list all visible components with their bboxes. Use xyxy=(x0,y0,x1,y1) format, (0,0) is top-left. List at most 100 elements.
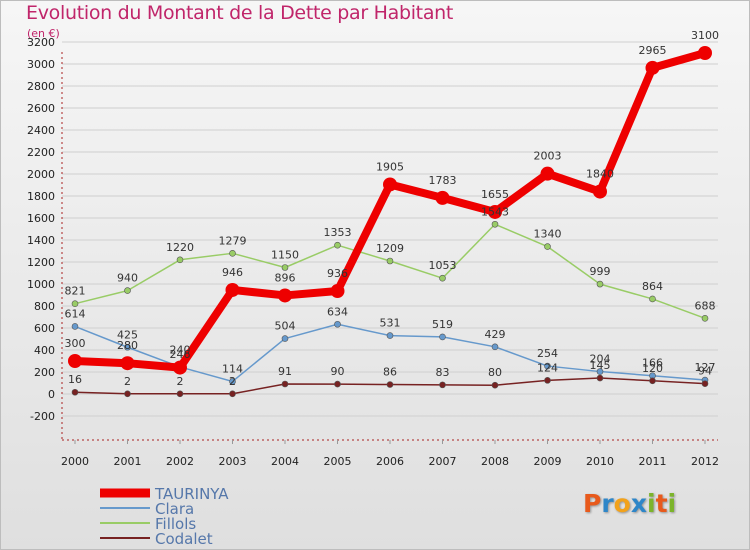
data-point-codalet xyxy=(124,390,131,398)
data-label-taurinya: 1905 xyxy=(376,160,404,173)
data-label-clara: 425 xyxy=(117,328,138,341)
data-point-codalet xyxy=(229,390,236,398)
data-label-codalet: 83 xyxy=(436,366,450,379)
data-label-codalet: 90 xyxy=(331,365,345,378)
y-tick-label: 2600 xyxy=(27,102,55,115)
y-tick-label: 2800 xyxy=(27,80,55,93)
y-tick-label: 3200 xyxy=(27,36,55,49)
data-label-clara: 429 xyxy=(485,328,506,341)
data-point-fillols xyxy=(281,264,289,271)
chart-subtitle: (en €) xyxy=(27,27,60,40)
x-tick-label: 2007 xyxy=(429,455,457,468)
data-point-fillols xyxy=(386,257,394,265)
data-label-fillols: 1353 xyxy=(324,226,352,239)
data-label-fillols: 1340 xyxy=(534,228,562,241)
data-label-fillols: 1220 xyxy=(166,241,194,254)
data-label-codalet: 86 xyxy=(383,366,397,379)
data-label-clara: 246 xyxy=(170,348,191,361)
y-tick-label: 1200 xyxy=(27,256,55,269)
data-label-codalet: 91 xyxy=(278,365,292,378)
data-point-fillols xyxy=(124,287,131,294)
data-label-fillols: 864 xyxy=(642,280,663,293)
data-point-fillols xyxy=(649,295,656,303)
data-label-codalet: 2 xyxy=(177,375,184,388)
x-tick-label: 2011 xyxy=(639,455,667,468)
x-tick-label: 2000 xyxy=(61,455,89,468)
data-label-taurinya: 300 xyxy=(65,337,86,350)
x-tick-label: 2010 xyxy=(586,455,614,468)
data-point-fillols xyxy=(176,256,184,264)
data-point-clara xyxy=(544,362,551,370)
data-point-taurinya xyxy=(225,282,240,297)
y-tick-label: 1800 xyxy=(27,190,55,203)
data-point-fillols xyxy=(701,315,709,322)
data-label-fillols: 999 xyxy=(590,265,611,278)
data-label-codalet: 120 xyxy=(642,362,663,375)
y-tick-label: 800 xyxy=(34,300,55,313)
data-label-clara: 634 xyxy=(327,305,348,318)
data-label-fillols: 1150 xyxy=(271,249,299,262)
data-label-taurinya: 280 xyxy=(117,339,138,352)
y-tick-label: 2200 xyxy=(27,146,55,159)
data-point-codalet xyxy=(386,381,394,388)
logo-letter: t xyxy=(655,489,668,518)
series-line-fillols xyxy=(74,223,706,320)
data-label-clara: 519 xyxy=(432,318,453,331)
y-tick-label: 0 xyxy=(48,388,55,401)
data-label-taurinya: 896 xyxy=(275,271,296,284)
data-label-fillols: 1279 xyxy=(219,234,247,247)
y-tick-label: 2000 xyxy=(27,168,55,181)
data-label-fillols: 1053 xyxy=(429,259,457,272)
data-label-taurinya: 1840 xyxy=(586,168,614,181)
data-label-clara: 114 xyxy=(222,362,243,375)
data-point-taurinya xyxy=(593,184,607,199)
data-label-codalet: 145 xyxy=(590,359,611,372)
y-tick-label: 600 xyxy=(34,322,55,335)
data-label-codalet: 124 xyxy=(537,361,558,374)
data-label-clara: 531 xyxy=(380,317,401,330)
logo-letter: r xyxy=(601,489,614,518)
data-point-clara xyxy=(229,378,236,385)
y-tick-label: 1000 xyxy=(27,278,55,291)
data-label-clara: 614 xyxy=(65,307,86,320)
data-point-clara xyxy=(491,343,499,351)
legend-label-fillols: Fillols xyxy=(155,515,196,533)
x-tick-label: 2005 xyxy=(324,455,352,468)
data-label-clara: 204 xyxy=(590,353,611,366)
data-point-codalet xyxy=(701,380,709,387)
data-point-fillols xyxy=(71,300,79,307)
x-tick-label: 2002 xyxy=(166,455,194,468)
data-point-clara xyxy=(596,368,604,375)
data-point-taurinya xyxy=(173,360,187,375)
data-label-clara: 504 xyxy=(275,320,296,333)
data-label-codalet: 94 xyxy=(698,365,712,378)
data-point-taurinya xyxy=(383,177,397,192)
data-point-fillols xyxy=(229,250,236,257)
x-tick-label: 2009 xyxy=(534,455,562,468)
data-point-codalet xyxy=(334,380,341,388)
data-point-taurinya xyxy=(698,46,712,60)
data-point-codalet xyxy=(596,374,604,382)
data-label-taurinya: 1783 xyxy=(429,174,457,187)
y-tick-label: 1600 xyxy=(27,212,55,225)
data-label-taurinya: 240 xyxy=(170,344,191,357)
data-label-clara: 254 xyxy=(537,347,558,360)
data-label-fillols: 821 xyxy=(65,285,86,298)
data-label-fillols: 940 xyxy=(117,272,138,285)
data-point-clara xyxy=(386,332,394,339)
x-tick-label: 2008 xyxy=(481,455,509,468)
data-label-codalet: 2 xyxy=(229,375,236,388)
data-point-fillols xyxy=(439,274,446,282)
legend-label-clara: Clara xyxy=(155,500,194,518)
data-point-clara xyxy=(71,323,79,330)
data-point-clara xyxy=(334,320,341,328)
y-tick-label: 400 xyxy=(34,344,55,357)
chart-title: Evolution du Montant de la Dette par Hab… xyxy=(26,2,454,24)
x-tick-label: 2001 xyxy=(114,455,142,468)
data-point-taurinya xyxy=(488,204,502,219)
data-label-taurinya: 1655 xyxy=(481,188,509,201)
data-label-fillols: 1543 xyxy=(481,205,509,218)
data-point-codalet xyxy=(176,390,184,398)
